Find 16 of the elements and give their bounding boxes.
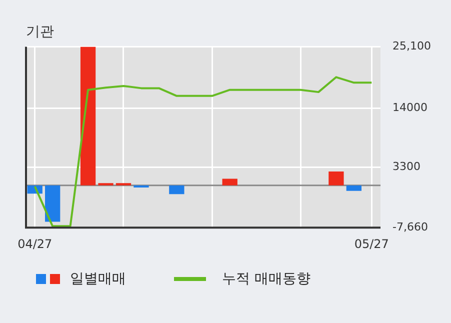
y-tick-label: 25,100	[392, 40, 432, 53]
bar	[328, 172, 344, 186]
chart-title: 기관	[26, 24, 54, 40]
y-tick-label: 14000	[392, 100, 428, 114]
bar	[134, 185, 149, 188]
x-tick-label: 05/27	[354, 236, 389, 251]
bar	[45, 185, 60, 222]
legend-label: 일별매매	[70, 270, 126, 288]
bar	[80, 46, 96, 186]
bar	[346, 185, 362, 191]
bar	[222, 178, 238, 186]
x-tick-label: 04/27	[18, 236, 52, 251]
y-tick-label: -7,660	[392, 220, 428, 234]
legend-label: 누적 매매동향	[222, 270, 310, 288]
bar	[169, 185, 184, 194]
y-tick-label: 3300	[392, 160, 421, 173]
